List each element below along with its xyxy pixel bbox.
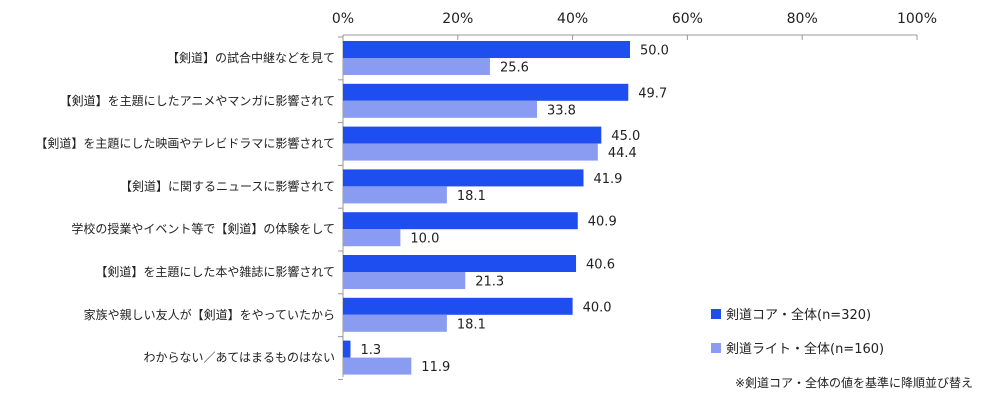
bar-light [343, 186, 447, 204]
category-label: 【剣道】を主題にした本や雑誌に影響されて [95, 264, 335, 279]
x-tick-label: 40% [557, 11, 588, 27]
category-label: 家族や親しい友人が【剣道】をやっていたから [84, 307, 335, 322]
data-label: 25.6 [500, 61, 529, 76]
bar-light [343, 314, 447, 332]
data-label: 49.7 [638, 86, 667, 101]
legend-label: 剣道コア・全体(n=320) [726, 307, 871, 323]
data-label: 18.1 [457, 189, 486, 204]
labels-layer: 【剣道】の試合中継などを見て【剣道】を主題にしたアニメやマンガに影響されて【剣道… [35, 44, 669, 376]
category-label: 【剣道】に関するニュースに影響されて [120, 178, 335, 193]
bar-core [343, 169, 584, 187]
bar-core [343, 340, 351, 358]
bar-core [343, 126, 602, 144]
category-label: わからない／あてはまるものはない [143, 351, 335, 365]
bar-light [343, 100, 538, 118]
sort-note: ※剣道コア・全体の値を基準に降順並び替え [735, 375, 973, 390]
bar-light [343, 272, 466, 289]
category-label: 学校の授業やイベント等で【剣道】の体験をして [71, 221, 335, 236]
data-label: 44.4 [608, 146, 637, 161]
x-tick-label: 100% [897, 11, 937, 27]
bar-core [343, 297, 573, 315]
x-tick-label: 60% [672, 11, 703, 27]
x-tick-label: 20% [442, 11, 473, 27]
category-label: 【剣道】の試合中継などを見て [167, 50, 335, 65]
x-tick-label: 80% [787, 11, 818, 27]
data-label: 40.9 [588, 215, 617, 230]
data-label: 18.1 [457, 317, 486, 332]
bar-core [343, 41, 630, 58]
data-label: 40.0 [583, 300, 612, 315]
bar-light [343, 143, 598, 161]
data-label: 50.0 [640, 44, 669, 59]
x-tick-label: 0% [332, 11, 354, 27]
legend-swatch [711, 343, 721, 353]
bar-light [343, 58, 490, 75]
bar-core [343, 212, 578, 230]
data-label: 1.3 [360, 343, 381, 358]
legend: 剣道コア・全体(n=320) 剣道ライト・全体(n=160) [711, 307, 884, 357]
data-label: 40.6 [586, 258, 615, 273]
data-label: 45.0 [611, 129, 640, 144]
bar-light [343, 357, 412, 375]
legend-swatch [711, 309, 721, 319]
category-label: 【剣道】を主題にしたアニメやマンガに影響されて [60, 93, 335, 108]
data-label: 11.9 [421, 360, 450, 375]
data-label: 21.3 [475, 275, 504, 290]
legend-label: 剣道ライト・全体(n=160) [726, 341, 884, 357]
data-label: 41.9 [594, 172, 623, 187]
data-label: 33.8 [547, 103, 576, 118]
bar-core [343, 255, 577, 272]
bar-light [343, 229, 401, 247]
data-label: 10.0 [410, 232, 439, 247]
bars-layer [343, 41, 630, 375]
category-label: 【剣道】を主題にした映画やテレビドラマに影響されて [35, 136, 335, 151]
bar-core [343, 83, 629, 101]
